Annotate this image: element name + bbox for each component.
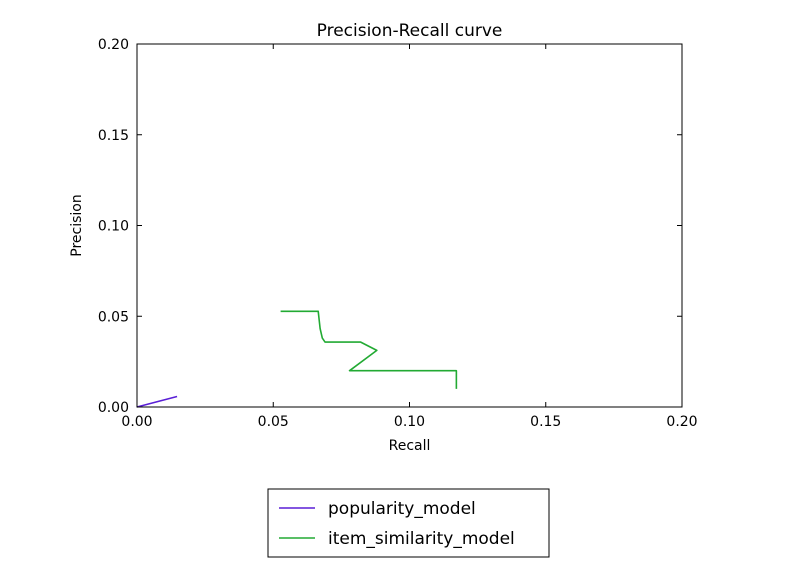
series-line-item-similarity-model — [280, 310, 458, 389]
legend-box — [267, 488, 550, 558]
chart-title: Precision-Recall curve — [317, 21, 503, 41]
y-axis-label: Precision — [69, 194, 85, 256]
legend: popularity_model item_similarity_model — [267, 488, 550, 558]
y-tick-label: 0.10 — [98, 219, 129, 235]
y-tick-label: 0.15 — [98, 128, 129, 144]
plot-frame — [136, 43, 683, 408]
x-tick-label: 0.10 — [394, 414, 425, 430]
y-tick-label: 0.00 — [98, 400, 129, 416]
y-tick-label: 0.05 — [98, 309, 129, 325]
legend-label-item-similarity-model: item_similarity_model — [328, 529, 515, 549]
x-tick-label: 0.15 — [530, 414, 561, 430]
series-line-popularity-model — [136, 395, 178, 408]
axis-ticks: 0.00 0.05 0.10 0.15 0.20 0.00 0.05 0.10 0.15 0.20 — [98, 37, 698, 430]
legend-label-popularity-model: popularity_model — [328, 499, 476, 519]
plot-marks — [136, 310, 458, 408]
x-tick-label: 0.05 — [258, 414, 289, 430]
x-tick-label: 0.20 — [666, 414, 697, 430]
x-tick-label: 0.00 — [121, 414, 152, 430]
x-axis-label: Recall — [389, 438, 431, 454]
y-tick-label: 0.20 — [98, 37, 129, 53]
